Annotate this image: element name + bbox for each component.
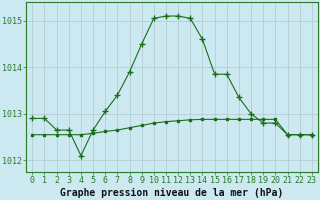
X-axis label: Graphe pression niveau de la mer (hPa): Graphe pression niveau de la mer (hPa) bbox=[60, 188, 284, 198]
